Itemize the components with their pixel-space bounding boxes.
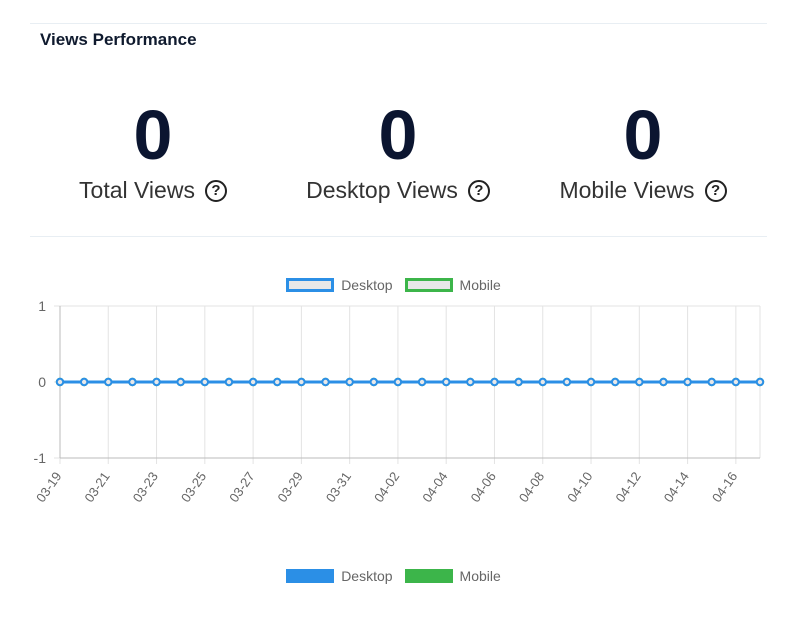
stat-mobile-views: 0 Mobile Views ? [518, 95, 768, 204]
data-point-desktop [176, 377, 185, 387]
data-point-desktop [442, 377, 451, 387]
data-point-desktop [610, 377, 620, 387]
legend-item-desktop[interactable]: Desktop [286, 277, 393, 293]
legend-label: Desktop [341, 568, 393, 584]
legend-label: Mobile [459, 277, 501, 293]
views-line-chart: 1 0 -1 03-19 03-21 03-23 03-25 03-27 03-29 03-31 0… [33, 298, 765, 505]
legend-item-mobile[interactable]: Mobile [404, 277, 501, 293]
data-point-desktop [297, 377, 306, 387]
top-divider [30, 23, 767, 24]
data-point-desktop [538, 377, 547, 387]
x-tick-label: 04-08 [516, 469, 547, 505]
y-tick-label: -1 [34, 450, 47, 466]
data-point-desktop [514, 377, 523, 387]
y-tick-label: 1 [38, 298, 46, 314]
section-divider [30, 236, 767, 237]
data-point-desktop [345, 377, 354, 387]
x-tick-label: 04-06 [468, 469, 499, 505]
stat-label: Total Views [79, 177, 195, 203]
data-point-desktop [659, 377, 668, 387]
legend-swatch-desktop [286, 569, 335, 583]
stat-value: 0 [378, 96, 418, 174]
data-point-desktop [321, 377, 330, 387]
data-point-desktop [562, 377, 572, 387]
data-point-desktop [104, 377, 113, 387]
x-tick-label: 03-31 [323, 469, 354, 505]
y-tick-label: 0 [38, 374, 46, 390]
data-point-desktop [731, 377, 741, 387]
x-tick-label: 03-23 [130, 469, 161, 505]
x-tick-label: 03-21 [81, 469, 112, 505]
stat-label-row: Mobile Views ? [518, 177, 768, 204]
data-point-desktop [369, 377, 378, 387]
help-icon[interactable]: ? [704, 179, 727, 202]
stat-desktop-views: 0 Desktop Views ? [273, 95, 523, 204]
data-point-desktop [393, 377, 403, 387]
help-icon[interactable]: ? [467, 179, 490, 202]
data-point-desktop [707, 377, 716, 387]
legend-swatch-desktop [286, 278, 335, 292]
data-point-desktop [79, 377, 89, 387]
x-tick-label: 03-29 [274, 469, 305, 505]
x-tick-label: 03-27 [226, 469, 257, 505]
data-point-desktop [417, 377, 427, 387]
legend-swatch-mobile [404, 278, 453, 292]
x-tick-label: 03-19 [33, 469, 64, 505]
stat-value: 0 [133, 96, 173, 174]
stat-value: 0 [623, 96, 663, 174]
legend-item-desktop[interactable]: Desktop [286, 568, 393, 584]
data-point-desktop [635, 377, 644, 387]
x-tick-label: 04-10 [564, 469, 595, 505]
data-point-desktop [490, 377, 499, 387]
data-point-desktop [248, 377, 258, 387]
data-point-desktop [273, 377, 282, 387]
data-point-desktop [55, 377, 65, 387]
stats-row: 0 Total Views ? 0 Desktop Views ? 0 Mobi… [20, 95, 772, 215]
data-point-desktop [586, 377, 596, 387]
x-tick-label: 03-25 [178, 469, 209, 505]
chart-legend-bottom: Desktop Mobile [0, 568, 787, 584]
chart-legend-top: Desktop Mobile [0, 277, 787, 293]
x-tick-label: 04-16 [709, 469, 740, 505]
data-point-desktop [466, 377, 475, 387]
panel-title: Views Performance [40, 30, 197, 49]
x-tick-label: 04-04 [419, 469, 450, 505]
legend-label: Mobile [459, 568, 501, 584]
x-tick-label: 04-14 [661, 469, 692, 505]
legend-swatch-mobile [404, 569, 453, 583]
help-icon[interactable]: ? [204, 179, 227, 202]
x-tick-label: 04-12 [612, 469, 643, 505]
data-point-desktop [200, 377, 210, 387]
stat-total-views: 0 Total Views ? [28, 95, 278, 204]
stat-label: Desktop Views [306, 177, 458, 203]
data-point-desktop [152, 377, 161, 387]
legend-item-mobile[interactable]: Mobile [404, 568, 501, 584]
stat-label-row: Total Views ? [28, 177, 278, 204]
data-point-desktop [224, 377, 234, 387]
stat-label-row: Desktop Views ? [273, 177, 523, 204]
data-point-desktop [128, 377, 137, 387]
x-tick-label: 04-02 [371, 469, 402, 505]
data-point-desktop [755, 377, 765, 387]
legend-label: Desktop [341, 277, 393, 293]
data-point-desktop [683, 377, 692, 387]
stat-label: Mobile Views [559, 177, 695, 203]
